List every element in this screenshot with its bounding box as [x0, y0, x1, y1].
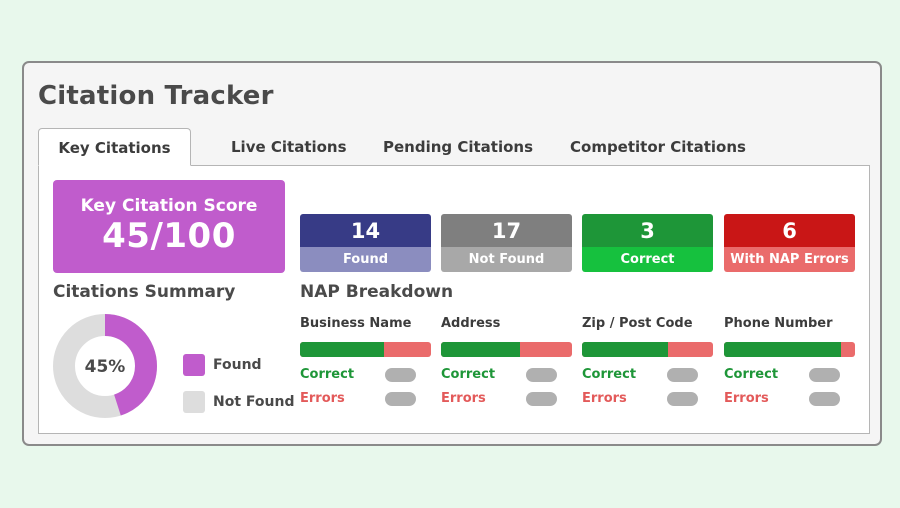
stat-not-found-value: 17: [441, 214, 572, 247]
legend-found-label: Found: [213, 357, 262, 373]
tab-live-citations[interactable]: Live Citations: [231, 138, 347, 156]
nap-correct-row: Correct: [724, 363, 855, 387]
nap-errors-row: Errors: [724, 387, 855, 411]
nap-errors-label: Errors: [724, 391, 769, 406]
nap-column-business-name: Business Name Correct Errors: [300, 316, 431, 411]
nap-errors-label: Errors: [300, 391, 345, 406]
citation-tracker-card: Citation Tracker Key Citations Live Cita…: [22, 61, 882, 446]
nap-correct-toggle[interactable]: [385, 368, 416, 382]
stat-found: 14 Found: [300, 214, 431, 272]
nap-column-phone-number: Phone Number Correct Errors: [724, 316, 855, 411]
tab-pending-citations[interactable]: Pending Citations: [383, 138, 534, 156]
legend-found-swatch: [183, 354, 205, 376]
nap-errors-label: Errors: [582, 391, 627, 406]
nap-correct-row: Correct: [582, 363, 713, 387]
legend-not-found-label: Not Found: [213, 394, 295, 410]
stat-found-label: Found: [300, 247, 431, 272]
nap-progress-bar: [300, 342, 431, 357]
nap-column-label: Phone Number: [724, 316, 833, 331]
nap-correct-fill: [441, 342, 520, 357]
nap-correct-label: Correct: [300, 367, 355, 382]
nap-correct-fill: [724, 342, 841, 357]
nap-column-zip-post-code: Zip / Post Code Correct Errors: [582, 316, 713, 411]
nap-progress-bar: [724, 342, 855, 357]
stat-correct-label: Correct: [582, 247, 713, 272]
nap-column-address: Address Correct Errors: [441, 316, 572, 411]
stat-nap-errors-value: 6: [724, 214, 855, 247]
nap-breakdown-title: NAP Breakdown: [300, 282, 454, 302]
nap-correct-toggle[interactable]: [526, 368, 557, 382]
stat-nap-errors-label: With NAP Errors: [724, 247, 855, 272]
nap-correct-label: Correct: [441, 367, 496, 382]
stat-correct-value: 3: [582, 214, 713, 247]
donut-percent-label: 45%: [85, 357, 126, 377]
nap-errors-row: Errors: [441, 387, 572, 411]
nap-errors-label: Errors: [441, 391, 486, 406]
nap-correct-label: Correct: [582, 367, 637, 382]
stat-not-found-label: Not Found: [441, 247, 572, 272]
citations-donut-chart: 45%: [53, 314, 157, 418]
nap-correct-label: Correct: [724, 367, 779, 382]
legend-found: Found: [183, 354, 262, 376]
nap-correct-toggle[interactable]: [809, 368, 840, 382]
nap-column-label: Business Name: [300, 316, 412, 331]
key-citations-panel: Key Citation Score 45/100 Citations Summ…: [38, 165, 870, 434]
key-citation-score-box: Key Citation Score 45/100: [53, 180, 285, 273]
nap-column-label: Address: [441, 316, 501, 331]
nap-correct-toggle[interactable]: [667, 368, 698, 382]
nap-errors-row: Errors: [300, 387, 431, 411]
page-title: Citation Tracker: [38, 81, 274, 111]
nap-column-label: Zip / Post Code: [582, 316, 693, 331]
nap-correct-row: Correct: [300, 363, 431, 387]
citations-summary-title: Citations Summary: [53, 282, 236, 302]
stat-found-value: 14: [300, 214, 431, 247]
legend-not-found-swatch: [183, 391, 205, 413]
nap-correct-fill: [582, 342, 669, 357]
nap-errors-row: Errors: [582, 387, 713, 411]
score-value: 45/100: [102, 216, 236, 256]
legend-not-found: Not Found: [183, 391, 294, 413]
nap-correct-row: Correct: [441, 363, 572, 387]
stat-correct: 3 Correct: [582, 214, 713, 272]
nap-correct-fill: [300, 342, 384, 357]
score-label: Key Citation Score: [80, 196, 258, 216]
nap-errors-toggle[interactable]: [809, 392, 840, 406]
tab-key-citations[interactable]: Key Citations: [38, 128, 191, 166]
nap-progress-bar: [441, 342, 572, 357]
nap-errors-toggle[interactable]: [526, 392, 557, 406]
donut-found-segment: [53, 314, 157, 418]
nap-errors-toggle[interactable]: [667, 392, 698, 406]
stat-nap-errors: 6 With NAP Errors: [724, 214, 855, 272]
tab-competitor-citations[interactable]: Competitor Citations: [570, 138, 746, 156]
nap-progress-bar: [582, 342, 713, 357]
nap-errors-toggle[interactable]: [385, 392, 416, 406]
stat-not-found: 17 Not Found: [441, 214, 572, 272]
